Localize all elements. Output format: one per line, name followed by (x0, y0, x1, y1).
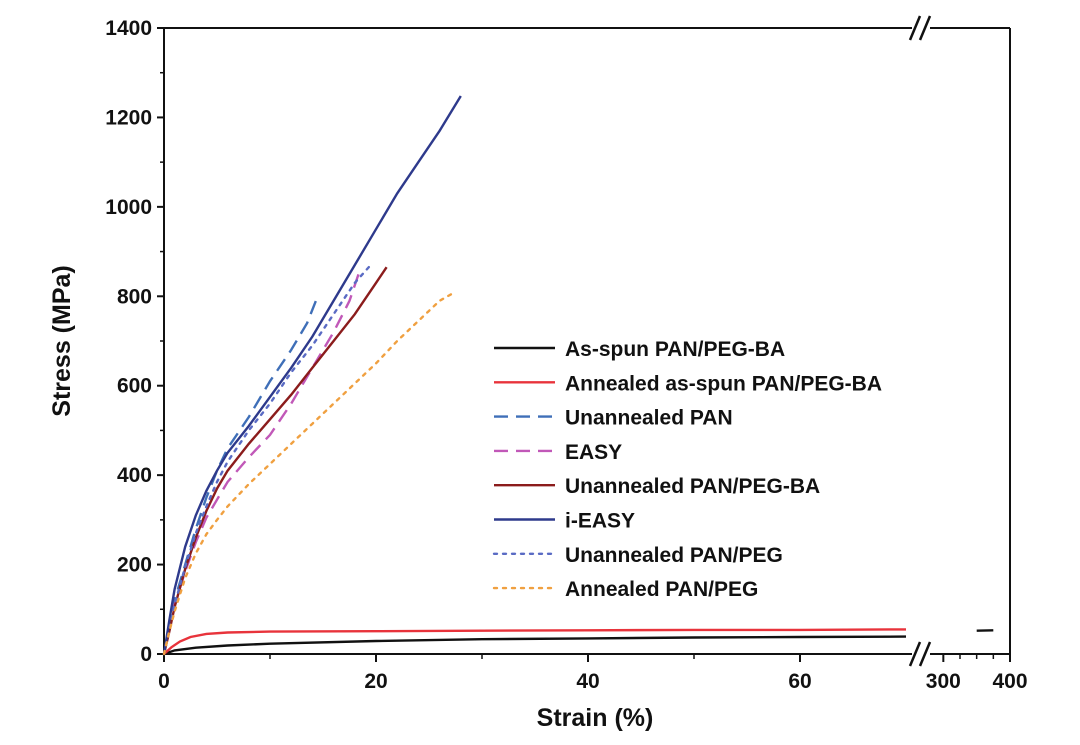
x-tick-label: 40 (576, 670, 599, 693)
series-line-unannealed-pan-peg (162, 263, 372, 656)
y-tick-label: 600 (117, 375, 152, 398)
series-line-unannealed-pan-peg-ba (162, 266, 388, 655)
legend-label-unannealed-pan: Unannealed PAN (565, 407, 733, 430)
y-tick-label: 400 (117, 464, 152, 487)
x-axis-title: Strain (%) (537, 704, 654, 732)
axis-break-top (908, 15, 932, 41)
series-line-easy (162, 269, 362, 655)
series-layer (162, 95, 994, 656)
x-tick-label: 400 (992, 670, 1027, 693)
y-axis-title: Stress (MPa) (48, 265, 76, 416)
legend: As-spun PAN/PEG-BA Annealed as-spun PAN/P… (492, 338, 882, 601)
x-tick-label: 60 (788, 670, 811, 693)
x-tick-label: 300 (926, 670, 961, 693)
legend-label-unannealed-pan-peg: Unannealed PAN/PEG (565, 544, 783, 567)
series-line-annealed-pan-peg (162, 290, 457, 656)
legend-label-easy: EASY (565, 441, 622, 464)
series-line-as-spun-pan-peg-ba (163, 635, 907, 656)
y-tick-label: 1400 (105, 17, 152, 40)
y-tick-label: 800 (117, 285, 152, 308)
y-tick-label: 0 (140, 643, 152, 666)
legend-label-as-spun-pan-peg-ba: As-spun PAN/PEG-BA (565, 338, 785, 361)
legend-label-i-easy: i-EASY (565, 510, 635, 533)
y-axis-ticks: 0 200 400 600 800 1000 1200 1400 (105, 17, 164, 666)
y-tick-label: 1000 (105, 196, 152, 219)
series-line-annealed-as-spun-pan-peg-ba (163, 628, 907, 655)
series-line-i-easy (162, 95, 462, 655)
legend-label-annealed-as-spun-pan-peg-ba: Annealed as-spun PAN/PEG-BA (565, 372, 882, 395)
x-axis-ticks: 0 20 40 60 300 400 (158, 654, 1028, 693)
x-tick-label: 20 (364, 670, 387, 693)
legend-label-unannealed-pan-peg-ba: Unannealed PAN/PEG-BA (565, 475, 820, 498)
axis-break-bottom (908, 641, 932, 667)
series-line-unannealed-pan (162, 295, 319, 655)
y-tick-label: 200 (117, 554, 152, 577)
x-tick-label: 0 (158, 670, 170, 693)
y-tick-label: 1200 (105, 106, 152, 129)
legend-label-annealed-pan-peg: Annealed PAN/PEG (565, 578, 758, 601)
